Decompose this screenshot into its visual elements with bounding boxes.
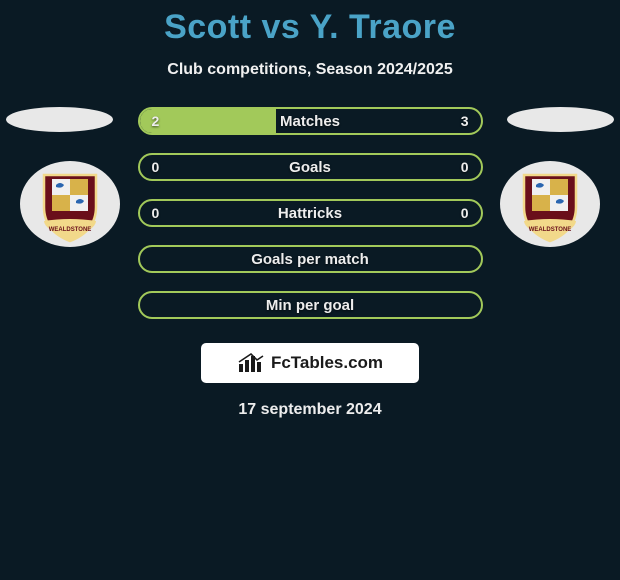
stat-bar-hattricks: 0 Hattricks 0 <box>138 199 483 227</box>
stat-label: Goals per match <box>251 251 369 268</box>
site-logo: FcTables.com <box>201 343 419 383</box>
stat-value-left: 0 <box>152 205 160 221</box>
stat-bar-goals-per-match: Goals per match <box>138 245 483 273</box>
stat-label: Min per goal <box>266 297 354 314</box>
stat-value-right: 0 <box>461 205 469 221</box>
stat-value-left: 0 <box>152 159 160 175</box>
bar-chart-icon <box>237 352 265 374</box>
stat-bar-fill <box>140 109 276 133</box>
stat-bar-min-per-goal: Min per goal <box>138 291 483 319</box>
svg-text:WEALDSTONE: WEALDSTONE <box>49 227 92 233</box>
comparison-area: WEALDSTONE WEALDSTONE 2 Matches 3 0 Goal… <box>0 107 620 419</box>
site-logo-text: FcTables.com <box>271 353 383 373</box>
stat-label: Matches <box>280 113 340 130</box>
player-right-oval <box>507 107 614 132</box>
team-badge-left: WEALDSTONE <box>20 161 120 247</box>
stat-bar-goals: 0 Goals 0 <box>138 153 483 181</box>
team-badge-right: WEALDSTONE <box>500 161 600 247</box>
date-label: 17 september 2024 <box>0 401 620 419</box>
svg-text:WEALDSTONE: WEALDSTONE <box>529 227 572 233</box>
page-title: Scott vs Y. Traore <box>0 0 620 47</box>
stat-bars: 2 Matches 3 0 Goals 0 0 Hattricks 0 Goal… <box>138 107 483 319</box>
stat-bar-matches: 2 Matches 3 <box>138 107 483 135</box>
player-left-oval <box>6 107 113 132</box>
stat-label: Goals <box>289 159 331 176</box>
stat-value-left: 2 <box>152 113 160 129</box>
stat-value-right: 0 <box>461 159 469 175</box>
stat-value-right: 3 <box>461 113 469 129</box>
stat-label: Hattricks <box>278 205 342 222</box>
subtitle: Club competitions, Season 2024/2025 <box>0 61 620 79</box>
